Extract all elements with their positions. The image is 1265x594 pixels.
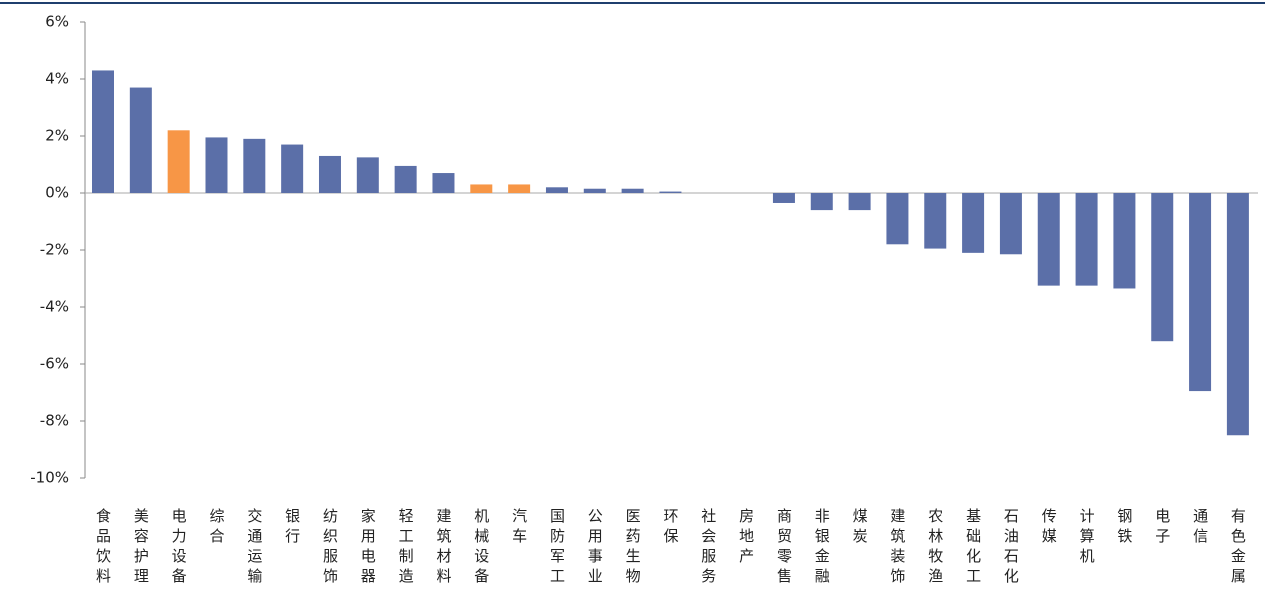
x-tick-label: 基础化工 <box>964 508 982 588</box>
bar <box>999 193 1022 255</box>
bar <box>545 187 568 193</box>
bar <box>92 70 114 193</box>
x-tick-label: 美容护理 <box>132 508 150 588</box>
bar <box>394 165 417 193</box>
x-tick-label: 汽车 <box>510 508 528 548</box>
bar <box>1189 193 1212 392</box>
bar <box>356 157 379 193</box>
y-tick-label: 2% <box>45 127 69 145</box>
x-tick-label: 医药生物 <box>624 508 642 588</box>
bar <box>281 144 304 193</box>
bar <box>810 193 833 211</box>
x-tick-label: 石油石化 <box>1002 508 1020 588</box>
bar <box>924 193 947 249</box>
x-tick-label: 煤炭 <box>851 508 869 548</box>
bar <box>659 191 682 193</box>
x-tick-label: 农林牧渔 <box>926 508 944 588</box>
x-tick-label: 传媒 <box>1040 508 1058 548</box>
x-tick-label: 综合 <box>207 508 225 548</box>
x-tick-label: 轻工制造 <box>397 508 415 588</box>
bar <box>318 155 341 193</box>
x-tick-label: 建筑材料 <box>434 508 452 588</box>
y-tick-label: -4% <box>40 298 69 316</box>
bar <box>583 188 606 193</box>
bar <box>470 184 493 193</box>
bar <box>1075 193 1098 286</box>
x-tick-label: 非银金融 <box>813 508 831 588</box>
x-tick-label: 钢铁 <box>1115 508 1133 548</box>
x-tick-label: 社会服务 <box>699 508 717 588</box>
bar <box>848 193 871 211</box>
x-tick-label: 有色金属 <box>1229 508 1247 588</box>
x-tick-label: 食品饮料 <box>94 508 112 588</box>
y-tick-label: 6% <box>45 13 69 31</box>
bar <box>129 87 152 193</box>
x-tick-label: 电子 <box>1153 508 1171 548</box>
x-tick-label: 纺织服饰 <box>321 508 339 588</box>
y-tick-label: -2% <box>40 241 69 259</box>
bar <box>508 184 531 193</box>
bar <box>962 193 985 253</box>
y-tick-label: -6% <box>40 355 69 373</box>
x-tick-label: 商贸零售 <box>775 508 793 588</box>
x-tick-label: 通信 <box>1191 508 1209 548</box>
x-tick-label: 计算机 <box>1078 508 1096 568</box>
y-tick-label: 0% <box>45 184 69 202</box>
x-tick-label: 国防军工 <box>548 508 566 588</box>
bar <box>1151 193 1174 342</box>
bar <box>205 137 228 193</box>
bar <box>1037 193 1060 286</box>
bar <box>432 173 455 193</box>
x-tick-label: 机械设备 <box>472 508 490 588</box>
y-tick-label: -10% <box>30 469 69 487</box>
bar <box>772 193 795 203</box>
x-tick-label: 建筑装饰 <box>888 508 906 588</box>
x-tick-label: 房地产 <box>737 508 755 568</box>
bar <box>243 138 266 193</box>
x-tick-label: 环保 <box>661 508 679 548</box>
x-tick-label: 银行 <box>283 508 301 548</box>
bar <box>1226 193 1249 436</box>
bar <box>167 130 190 193</box>
bar <box>1113 193 1136 289</box>
x-tick-label: 公用事业 <box>586 508 604 588</box>
y-tick-label: -8% <box>40 412 69 430</box>
x-tick-label: 电力设备 <box>170 508 188 588</box>
bar <box>621 188 644 193</box>
y-tick-label: 4% <box>45 70 69 88</box>
x-tick-label: 家用电器 <box>359 508 377 588</box>
x-tick-label: 交通运输 <box>245 507 263 588</box>
bar <box>886 193 909 245</box>
